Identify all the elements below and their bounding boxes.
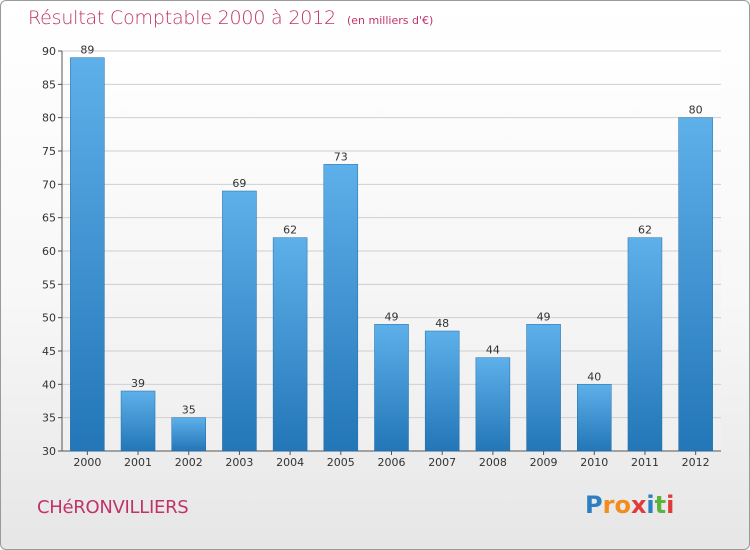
bar-2011 [627, 237, 663, 452]
y-tick-label: 50 [42, 312, 56, 325]
bar-2000 [70, 57, 105, 452]
logo-letter: r [602, 491, 615, 519]
x-tick-label: 2012 [682, 456, 710, 469]
y-tick-label: 75 [42, 145, 56, 158]
y-tick-label: 85 [42, 78, 56, 91]
y-tick-label: 35 [42, 412, 56, 425]
bar-2002 [171, 417, 206, 452]
commune-name: CHéRONVILLIERS [37, 497, 189, 518]
y-tick-label: 90 [42, 45, 56, 58]
bar-2006 [374, 324, 409, 452]
bar-value-label: 62 [638, 224, 652, 237]
logo-letter: x [630, 491, 647, 519]
x-tick-label: 2002 [175, 456, 203, 469]
bar-value-label: 89 [80, 44, 94, 57]
bar-value-label: 80 [689, 104, 703, 117]
x-tick-label: 2007 [428, 456, 456, 469]
logo-letter: t [654, 491, 667, 519]
bar-2012 [678, 117, 713, 452]
bar-2003 [222, 190, 257, 452]
chart-title: Résultat Comptable 2000 à 2012 [28, 7, 336, 29]
y-tick-label: 40 [42, 378, 56, 391]
y-tick-label: 45 [42, 345, 56, 358]
logo-letter: i [666, 491, 675, 519]
x-tick-label: 2006 [378, 456, 406, 469]
bar-value-label: 62 [283, 224, 297, 237]
x-tick-label: 2008 [479, 456, 507, 469]
x-tick-label: 2009 [530, 456, 558, 469]
y-tick-label: 30 [42, 445, 56, 458]
y-tick-label: 80 [42, 112, 56, 125]
y-tick-label: 70 [42, 178, 56, 191]
bar-2001 [120, 390, 156, 452]
bar-2004 [272, 237, 308, 452]
x-tick-label: 2001 [124, 456, 152, 469]
bar-value-label: 35 [182, 404, 196, 417]
x-tick-label: 2003 [225, 456, 253, 469]
bar-value-label: 69 [232, 177, 246, 190]
y-tick-label: 65 [42, 212, 56, 225]
x-tick-label: 2010 [580, 456, 608, 469]
bar-value-label: 49 [537, 310, 551, 323]
logo-letter: o [614, 491, 631, 519]
chart-unit: (en milliers d'€) [346, 14, 434, 27]
y-tick-label: 60 [42, 245, 56, 258]
bar-2009 [526, 324, 561, 452]
x-tick-label: 2005 [327, 456, 355, 469]
logo-letter: i [646, 491, 655, 519]
bar-value-label: 48 [435, 317, 449, 330]
bar-value-label: 73 [334, 150, 348, 163]
proxiti-logo: Proxiti [585, 491, 674, 519]
x-tick-label: 2004 [276, 456, 304, 469]
bar-2005 [323, 164, 359, 452]
bar-value-label: 39 [131, 377, 145, 390]
logo-letter: P [585, 491, 603, 519]
x-tick-label: 2011 [631, 456, 659, 469]
bar-2008 [475, 357, 511, 452]
bar-2007 [424, 330, 460, 452]
y-tick-label: 55 [42, 278, 56, 291]
bar-2010 [577, 384, 612, 452]
chart-title-block: Résultat Comptable 2000 à 2012 (en milli… [28, 7, 433, 29]
bar-value-label: 40 [587, 370, 601, 383]
bar-value-label: 49 [385, 310, 399, 323]
bar-value-label: 44 [486, 344, 500, 357]
x-tick-label: 2000 [73, 456, 101, 469]
